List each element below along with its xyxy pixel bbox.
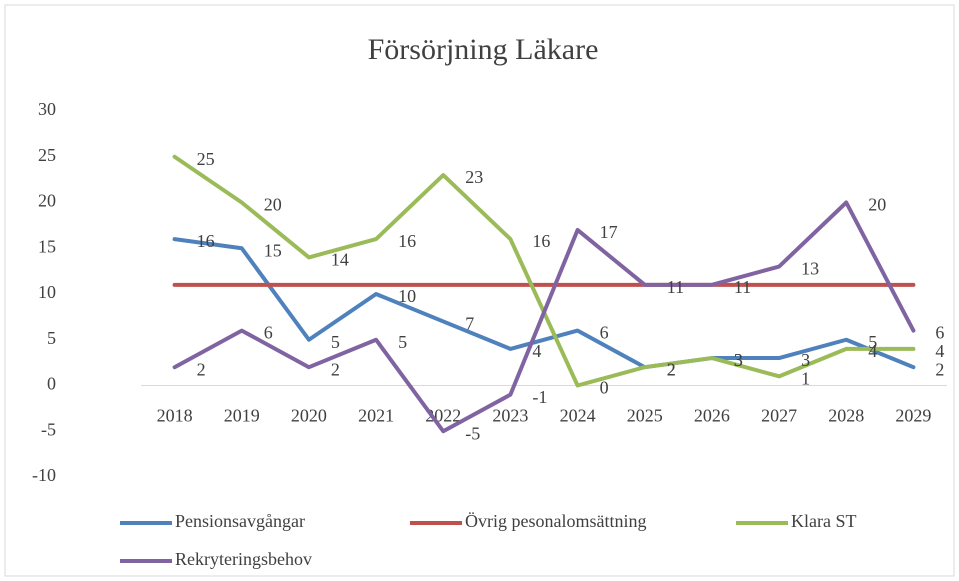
legend-label: Rekryteringsbehov xyxy=(175,549,312,569)
y-tick-label: 25 xyxy=(38,145,56,165)
data-label: -5 xyxy=(465,423,480,443)
x-tick-label: 2029 xyxy=(895,406,931,426)
data-label: 13 xyxy=(801,259,819,279)
data-label: 20 xyxy=(868,195,886,215)
x-tick-label: 2026 xyxy=(694,406,730,426)
data-label: 6 xyxy=(264,323,273,343)
x-tick-label: 2023 xyxy=(492,406,528,426)
y-tick-label: 30 xyxy=(38,99,56,119)
legend-label: Pensionsavgångar xyxy=(175,511,305,531)
y-tick-label: 15 xyxy=(38,236,56,256)
data-label: 16 xyxy=(398,231,416,251)
data-label: 16 xyxy=(532,231,550,251)
data-label: 2 xyxy=(331,359,340,379)
chart-border xyxy=(4,4,955,577)
data-label: 3 xyxy=(734,350,743,370)
data-label: 23 xyxy=(465,167,483,187)
data-label: 6 xyxy=(600,323,609,343)
x-tick-label: 2020 xyxy=(291,406,327,426)
data-label: 17 xyxy=(600,222,618,242)
series-line xyxy=(172,200,916,434)
y-tick-label: 5 xyxy=(47,328,56,348)
x-tick-label: 2028 xyxy=(828,406,864,426)
y-tick-label: 0 xyxy=(47,374,56,394)
data-label: 10 xyxy=(398,286,416,306)
data-label: 5 xyxy=(398,332,407,352)
series-line xyxy=(172,237,916,370)
legend-item: Pensionsavgångar xyxy=(120,511,305,531)
data-label: 20 xyxy=(264,195,282,215)
legend-item: Rekryteringsbehov xyxy=(120,549,312,569)
data-label: 15 xyxy=(264,240,282,260)
legend-item: Klara ST xyxy=(736,511,856,531)
y-tick-label: -10 xyxy=(32,465,56,485)
data-label: 11 xyxy=(667,277,684,297)
data-label: 5 xyxy=(331,332,340,352)
data-label: 1 xyxy=(801,368,810,388)
x-tick-label: 2024 xyxy=(560,406,596,426)
y-tick-label: -5 xyxy=(41,419,56,439)
chart-title: Försörjning Läkare xyxy=(368,33,599,66)
data-label: 25 xyxy=(197,149,215,169)
x-tick-label: 2027 xyxy=(761,406,797,426)
data-label: 11 xyxy=(734,277,751,297)
data-label: 3 xyxy=(734,350,743,370)
data-label: 3 xyxy=(801,350,810,370)
data-label: 14 xyxy=(331,250,349,270)
data-label: 16 xyxy=(197,231,215,251)
y-tick-label: 10 xyxy=(38,282,56,302)
x-tick-label: 2018 xyxy=(157,406,193,426)
data-label: 2 xyxy=(667,359,676,379)
legend-item: Övrig pesonalomsättning xyxy=(410,511,646,531)
data-label: 4 xyxy=(935,341,944,361)
data-label: 2 xyxy=(197,359,206,379)
data-label: 4 xyxy=(868,341,877,361)
data-label: 7 xyxy=(465,314,474,334)
data-label: 4 xyxy=(532,341,541,361)
legend-label: Övrig pesonalomsättning xyxy=(465,511,646,531)
data-label: 0 xyxy=(600,378,609,398)
x-tick-label: 2025 xyxy=(627,406,663,426)
x-tick-label: 2019 xyxy=(224,406,260,426)
y-tick-label: 20 xyxy=(38,191,56,211)
data-label: 2 xyxy=(667,359,676,379)
data-label: 2 xyxy=(935,359,944,379)
data-label: -1 xyxy=(532,387,547,407)
legend-label: Klara ST xyxy=(791,511,856,531)
x-tick-label: 2021 xyxy=(358,406,394,426)
data-label: 6 xyxy=(935,323,944,343)
data-label: 5 xyxy=(868,332,877,352)
